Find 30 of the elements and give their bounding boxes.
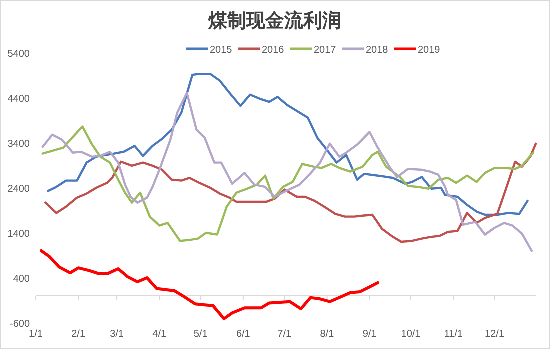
x-tick-label: 7/1: [278, 329, 292, 340]
legend-label: 2016: [262, 45, 285, 56]
y-tick-label: 400: [13, 274, 30, 285]
legend-label: 2017: [314, 45, 337, 56]
x-tick-label: 1/1: [29, 329, 44, 340]
line-series: [44, 142, 538, 244]
x-tick-label: 6/1: [236, 329, 251, 340]
legend-label: 2018: [366, 45, 389, 56]
y-tick-label: 4400: [8, 94, 30, 105]
x-tick-label: 4/1: [152, 329, 168, 340]
x-tick-label: 8/1: [320, 329, 335, 340]
x-tick-label: 3/1: [110, 329, 124, 340]
line-series: [40, 250, 380, 320]
x-tick-label: 10/1: [401, 329, 422, 340]
line-series: [42, 92, 533, 252]
y-tick-label: 1400: [8, 229, 30, 240]
x-tick-label: 9/1: [362, 329, 378, 340]
x-tick-label: 2/1: [72, 329, 86, 340]
line-series: [42, 126, 534, 242]
y-tick-label: 3400: [8, 139, 30, 150]
legend-label: 2015: [210, 45, 233, 56]
x-tick-label: 12/1: [485, 329, 505, 340]
chart-title: 煤制现金流利润: [208, 10, 342, 32]
y-tick-label: 5400: [8, 49, 30, 60]
legend-label: 2019: [418, 45, 441, 56]
x-tick-label: 11/1: [444, 329, 464, 340]
line-series: [47, 73, 529, 216]
y-tick-label: 2400: [8, 184, 30, 195]
x-tick-label: 5/1: [194, 329, 208, 340]
y-tick-label: -600: [10, 319, 30, 330]
